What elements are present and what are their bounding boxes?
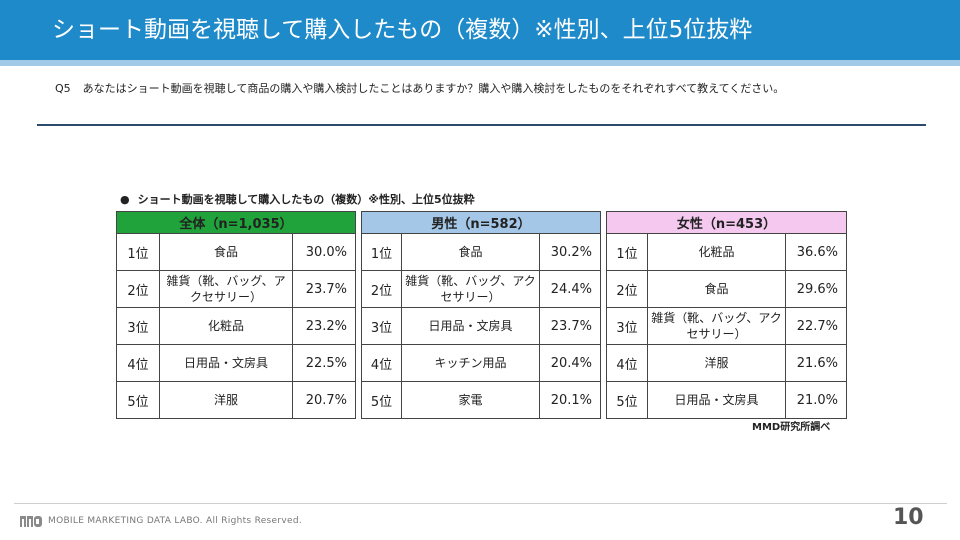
ranking-table-female: 女性（n=453） 1位 化粧品 36.6% 2位 食品 29.6% 3位 雑貨（靴、バッ… <box>606 211 847 419</box>
item-cell: 日用品・文房具 <box>647 381 786 419</box>
percent-cell: 21.6% <box>785 344 847 382</box>
item-cell: 日用品・文房具 <box>159 344 293 382</box>
rank-cell: 2位 <box>116 270 160 308</box>
table-row: 4位 洋服 21.6% <box>606 344 847 382</box>
percent-cell: 23.7% <box>539 307 601 345</box>
mmd-logo-icon <box>20 516 42 527</box>
table-row: 2位 雑貨（靴、バッグ、アクセサリー） 23.7% <box>116 270 356 308</box>
table-row: 4位 日用品・文房具 22.5% <box>116 344 356 382</box>
footer-divider <box>14 503 947 504</box>
table-row: 1位 化粧品 36.6% <box>606 233 847 271</box>
percent-cell: 30.2% <box>539 233 601 271</box>
question-text: Q5 あなたはショート動画を視聴して商品の購入や購入検討したことはありますか？購入… <box>55 80 784 96</box>
item-cell: 食品 <box>159 233 293 271</box>
table-row: 5位 日用品・文房具 21.0% <box>606 381 847 419</box>
item-cell: 洋服 <box>159 381 293 419</box>
table-header-all: 全体（n=1,035） <box>116 211 356 234</box>
rank-cell: 2位 <box>606 270 648 308</box>
table-header-female: 女性（n=453） <box>606 211 847 234</box>
percent-cell: 23.7% <box>292 270 356 308</box>
header-bar: ショート動画を視聴して購入したもの（複数）※性別、上位5位抜粋 <box>0 0 960 60</box>
item-cell: 日用品・文房具 <box>401 307 540 345</box>
item-cell: 化粧品 <box>159 307 293 345</box>
percent-cell: 24.4% <box>539 270 601 308</box>
ranking-table-all: 全体（n=1,035） 1位 食品 30.0% 2位 雑貨（靴、バッグ、アクセサリー）… <box>116 211 356 419</box>
percent-cell: 20.4% <box>539 344 601 382</box>
rank-cell: 3位 <box>361 307 402 345</box>
header-stripe <box>0 60 960 66</box>
table-header-male: 男性（n=582） <box>361 211 601 234</box>
page-title: ショート動画を視聴して購入したもの（複数）※性別、上位5位抜粋 <box>52 17 753 43</box>
source-note: MMD研究所調べ <box>752 422 831 433</box>
table-row: 3位 雑貨（靴、バッグ、アクセサリー） 22.7% <box>606 307 847 345</box>
table-row: 3位 日用品・文房具 23.7% <box>361 307 601 345</box>
rank-cell: 1位 <box>361 233 402 271</box>
rank-cell: 5位 <box>116 381 160 419</box>
rank-cell: 2位 <box>361 270 402 308</box>
table-row: 5位 家電 20.1% <box>361 381 601 419</box>
item-cell: 雑貨（靴、バッグ、アクセサリー） <box>647 307 786 345</box>
footer-copyright: MOBILE MARKETING DATA LABO. All Rights R… <box>48 516 303 526</box>
rank-cell: 4位 <box>116 344 160 382</box>
item-cell: 家電 <box>401 381 540 419</box>
page-number: 10 <box>893 505 924 530</box>
percent-cell: 22.7% <box>785 307 847 345</box>
table-row: 1位 食品 30.2% <box>361 233 601 271</box>
table-row: 4位 キッチン用品 20.4% <box>361 344 601 382</box>
bullet-icon: ● <box>120 193 130 206</box>
percent-cell: 22.5% <box>292 344 356 382</box>
percent-cell: 20.7% <box>292 381 356 419</box>
rank-cell: 5位 <box>361 381 402 419</box>
table-caption-text: ショート動画を視聴して購入したもの（複数）※性別、上位5位抜粋 <box>137 193 475 206</box>
rank-cell: 4位 <box>361 344 402 382</box>
table-row: 5位 洋服 20.7% <box>116 381 356 419</box>
table-row: 3位 化粧品 23.2% <box>116 307 356 345</box>
table-row: 2位 雑貨（靴、バッグ、アクセサリー） 24.4% <box>361 270 601 308</box>
rank-cell: 5位 <box>606 381 648 419</box>
rank-cell: 4位 <box>606 344 648 382</box>
question-divider <box>37 124 926 126</box>
item-cell: キッチン用品 <box>401 344 540 382</box>
ranking-table-male: 男性（n=582） 1位 食品 30.2% 2位 雑貨（靴、バッグ、アクセサリー） 24… <box>361 211 601 419</box>
table-row: 1位 食品 30.0% <box>116 233 356 271</box>
question-number: Q5 <box>55 82 71 95</box>
percent-cell: 30.0% <box>292 233 356 271</box>
item-cell: 洋服 <box>647 344 786 382</box>
item-cell: 化粧品 <box>647 233 786 271</box>
percent-cell: 36.6% <box>785 233 847 271</box>
item-cell: 雑貨（靴、バッグ、アクセサリー） <box>401 270 540 308</box>
rank-cell: 1位 <box>606 233 648 271</box>
rank-cell: 3位 <box>116 307 160 345</box>
table-caption: ● ショート動画を視聴して購入したもの（複数）※性別、上位5位抜粋 <box>120 191 475 207</box>
rank-cell: 1位 <box>116 233 160 271</box>
item-cell: 食品 <box>647 270 786 308</box>
rank-cell: 3位 <box>606 307 648 345</box>
percent-cell: 23.2% <box>292 307 356 345</box>
item-cell: 食品 <box>401 233 540 271</box>
table-row: 2位 食品 29.6% <box>606 270 847 308</box>
percent-cell: 29.6% <box>785 270 847 308</box>
percent-cell: 20.1% <box>539 381 601 419</box>
item-cell: 雑貨（靴、バッグ、アクセサリー） <box>159 270 293 308</box>
percent-cell: 21.0% <box>785 381 847 419</box>
question-body: あなたはショート動画を視聴して商品の購入や購入検討したことはありますか？購入や購… <box>82 82 785 95</box>
